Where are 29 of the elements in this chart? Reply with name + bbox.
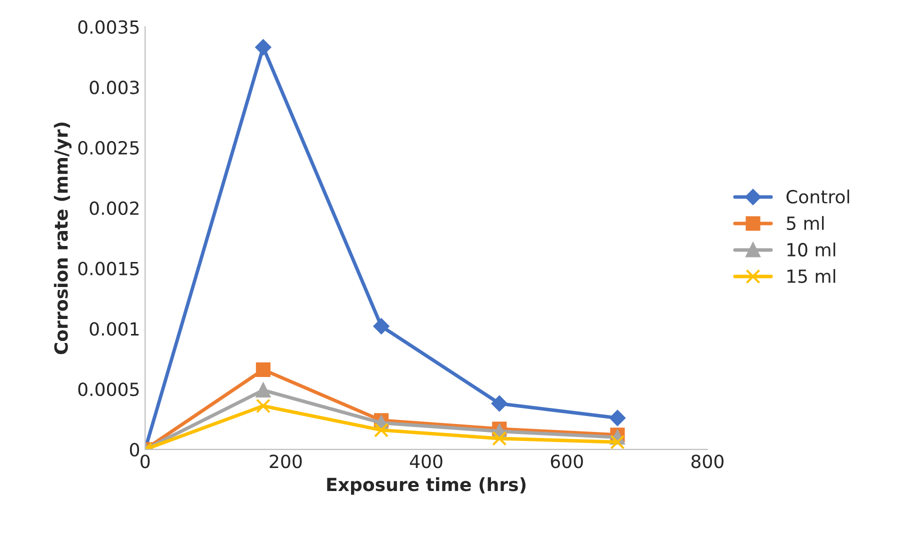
- legend-label: 15 ml: [787, 269, 836, 284]
- point: [492, 431, 507, 446]
- x-tick-label: 600: [550, 454, 583, 468]
- y-tick-label: 0.002: [90, 201, 138, 215]
- x-tick-label: 200: [270, 454, 302, 468]
- point: [255, 39, 272, 56]
- y-tick-label: 0.0005: [78, 382, 139, 396]
- point: [256, 382, 271, 398]
- x-tick-label: 0: [140, 454, 150, 468]
- point: [610, 434, 625, 450]
- x-axis-title: Exposure time (hrs): [327, 477, 526, 495]
- y-tick-label: 0.0035: [78, 20, 139, 34]
- y-tick-label: 0.0025: [78, 140, 139, 155]
- point: [256, 362, 271, 377]
- y-tick-label: 0.0015: [78, 262, 139, 276]
- x-tick-label: 400: [410, 454, 442, 468]
- y-tick-label: 0.001: [90, 322, 139, 336]
- legend-label: Control: [786, 190, 850, 204]
- point: [374, 422, 389, 438]
- point: [373, 318, 390, 334]
- y-axis-title: Corrosion rate (mm/yr): [54, 122, 72, 354]
- point: [256, 398, 271, 414]
- legend-label: 5 ml: [786, 216, 824, 230]
- point: [610, 410, 626, 426]
- y-tick-label: 0.003: [90, 80, 139, 94]
- legend-label: 10 ml: [787, 242, 836, 257]
- x-tick-label: 800: [691, 454, 724, 468]
- point: [491, 396, 508, 412]
- y-tick-label: 0: [130, 442, 140, 457]
